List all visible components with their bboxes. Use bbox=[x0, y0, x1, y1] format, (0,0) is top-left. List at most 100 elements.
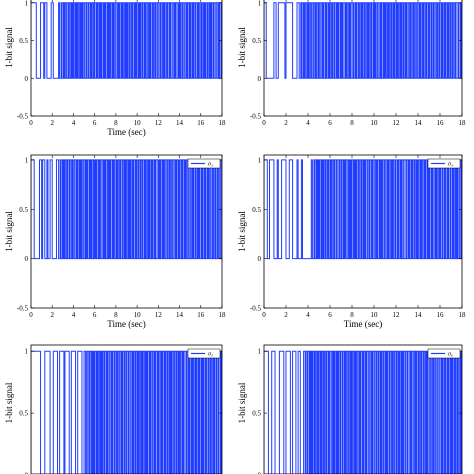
signal-sparse-trace bbox=[31, 350, 86, 474]
y-tick-label: 0.5 bbox=[252, 37, 261, 45]
plot-frame bbox=[263, 344, 463, 474]
signal-series bbox=[264, 350, 462, 474]
y-tick-label: 1 bbox=[258, 348, 262, 356]
x-tick-label: 18 bbox=[219, 119, 227, 127]
y-tick-label: 0 bbox=[258, 255, 262, 263]
legend-label: σ₆ bbox=[448, 352, 453, 358]
signal-sparse-trace bbox=[31, 2, 61, 79]
y-tick-label: 1 bbox=[25, 348, 29, 356]
plot-frame bbox=[30, 154, 223, 309]
y-tick-label: 0.5 bbox=[19, 410, 28, 418]
x-tick-label: 8 bbox=[114, 119, 118, 127]
y-axis-label: 1-bit signal bbox=[237, 27, 247, 68]
x-tick-label: 6 bbox=[328, 119, 332, 127]
x-tick-label: 14 bbox=[415, 119, 423, 127]
legend: σ₄ bbox=[427, 158, 461, 169]
y-tick-label: 1 bbox=[25, 0, 29, 7]
x-tick-label: 0 bbox=[29, 119, 33, 127]
y-tick-label: -0.5 bbox=[17, 113, 29, 121]
x-tick-label: 2 bbox=[284, 119, 288, 127]
signal-dense-block bbox=[304, 351, 462, 474]
y-axis-label: 1-bit signal bbox=[4, 211, 14, 252]
x-tick-label: 4 bbox=[72, 119, 76, 127]
legend: σ₃ bbox=[187, 158, 221, 169]
x-tick-label: 6 bbox=[93, 119, 97, 127]
signal-sparse-trace bbox=[31, 159, 60, 260]
y-tick-label: 0 bbox=[25, 472, 29, 474]
y-tick-label: 0 bbox=[258, 472, 262, 474]
plot-frame bbox=[30, 0, 223, 117]
y-tick-label: -0.5 bbox=[250, 113, 262, 121]
legend-label: σ₃ bbox=[208, 162, 213, 168]
x-tick-label: 10 bbox=[371, 119, 379, 127]
signal-series bbox=[31, 159, 222, 260]
x-tick-label: 0 bbox=[29, 311, 33, 319]
x-tick-label: 18 bbox=[459, 119, 467, 127]
y-tick-label: 0.5 bbox=[19, 37, 28, 45]
legend-label: σ₅ bbox=[208, 352, 213, 358]
plot-frame bbox=[30, 344, 223, 474]
x-tick-label: 12 bbox=[155, 119, 163, 127]
x-tick-label: 10 bbox=[134, 119, 142, 127]
x-tick-label: 2 bbox=[50, 119, 54, 127]
x-tick-label: 8 bbox=[350, 119, 354, 127]
x-tick-label: 10 bbox=[371, 311, 379, 319]
signal-series bbox=[264, 2, 462, 79]
y-tick-label: 1 bbox=[258, 0, 262, 7]
x-tick-label: 16 bbox=[437, 119, 445, 127]
x-tick-label: 16 bbox=[197, 311, 205, 319]
x-tick-label: 18 bbox=[459, 311, 467, 319]
y-tick-label: 1 bbox=[258, 156, 262, 164]
plot-frame bbox=[263, 0, 463, 117]
x-tick-label: 12 bbox=[393, 311, 401, 319]
x-axis-label: Time (sec) bbox=[107, 319, 145, 329]
x-tick-label: 10 bbox=[134, 311, 142, 319]
y-axis-label: 1-bit signal bbox=[4, 382, 14, 423]
y-tick-label: 0 bbox=[258, 75, 262, 83]
signal-series bbox=[31, 2, 222, 79]
signal-dense-block bbox=[85, 351, 222, 474]
y-axis-label: 1-bit signal bbox=[4, 27, 14, 68]
x-axis-label: Time (sec) bbox=[344, 319, 382, 329]
x-tick-label: 14 bbox=[176, 119, 184, 127]
x-tick-label: 12 bbox=[393, 119, 401, 127]
chart-panel-2: -0.500.510 2 4 6 8 10 12 14 16 181-bit signal bbox=[237, 0, 466, 127]
chart-panel-5: 0 0.5 1 1-bit signal σ₅ bbox=[4, 344, 223, 474]
x-tick-label: 6 bbox=[328, 311, 332, 319]
x-tick-label: 2 bbox=[50, 311, 54, 319]
x-tick-label: 12 bbox=[155, 311, 163, 319]
x-tick-label: 8 bbox=[350, 311, 354, 319]
x-tick-label: 14 bbox=[415, 311, 423, 319]
x-tick-label: 4 bbox=[306, 119, 310, 127]
x-tick-label: 18 bbox=[219, 311, 227, 319]
signal-series bbox=[31, 350, 222, 474]
y-tick-label: 0.5 bbox=[19, 206, 28, 214]
y-tick-label: 0.5 bbox=[252, 410, 261, 418]
y-tick-label: 0 bbox=[25, 75, 29, 83]
x-tick-label: 0 bbox=[262, 119, 266, 127]
legend: σ₅ bbox=[187, 348, 221, 359]
signal-sparse-trace bbox=[264, 159, 314, 260]
plot-frame bbox=[263, 154, 463, 309]
x-tick-label: 16 bbox=[437, 311, 445, 319]
x-tick-label: 8 bbox=[114, 311, 118, 319]
legend-label: σ₄ bbox=[448, 162, 453, 168]
x-axis-label: Time (sec) bbox=[107, 127, 145, 137]
x-tick-label: 4 bbox=[72, 311, 76, 319]
signal-dense-block bbox=[313, 159, 462, 259]
signal-series bbox=[264, 159, 462, 260]
y-axis-label: 1-bit signal bbox=[237, 382, 247, 423]
x-tick-label: 2 bbox=[284, 311, 288, 319]
y-tick-label: -0.5 bbox=[17, 305, 29, 313]
legend: σ₆ bbox=[427, 348, 461, 359]
signal-sparse-trace bbox=[264, 2, 301, 79]
signal-sparse-trace bbox=[264, 350, 305, 474]
signal-dense-block bbox=[59, 159, 222, 259]
y-tick-label: 0.5 bbox=[252, 206, 261, 214]
x-tick-label: 16 bbox=[197, 119, 205, 127]
x-tick-label: 14 bbox=[176, 311, 184, 319]
